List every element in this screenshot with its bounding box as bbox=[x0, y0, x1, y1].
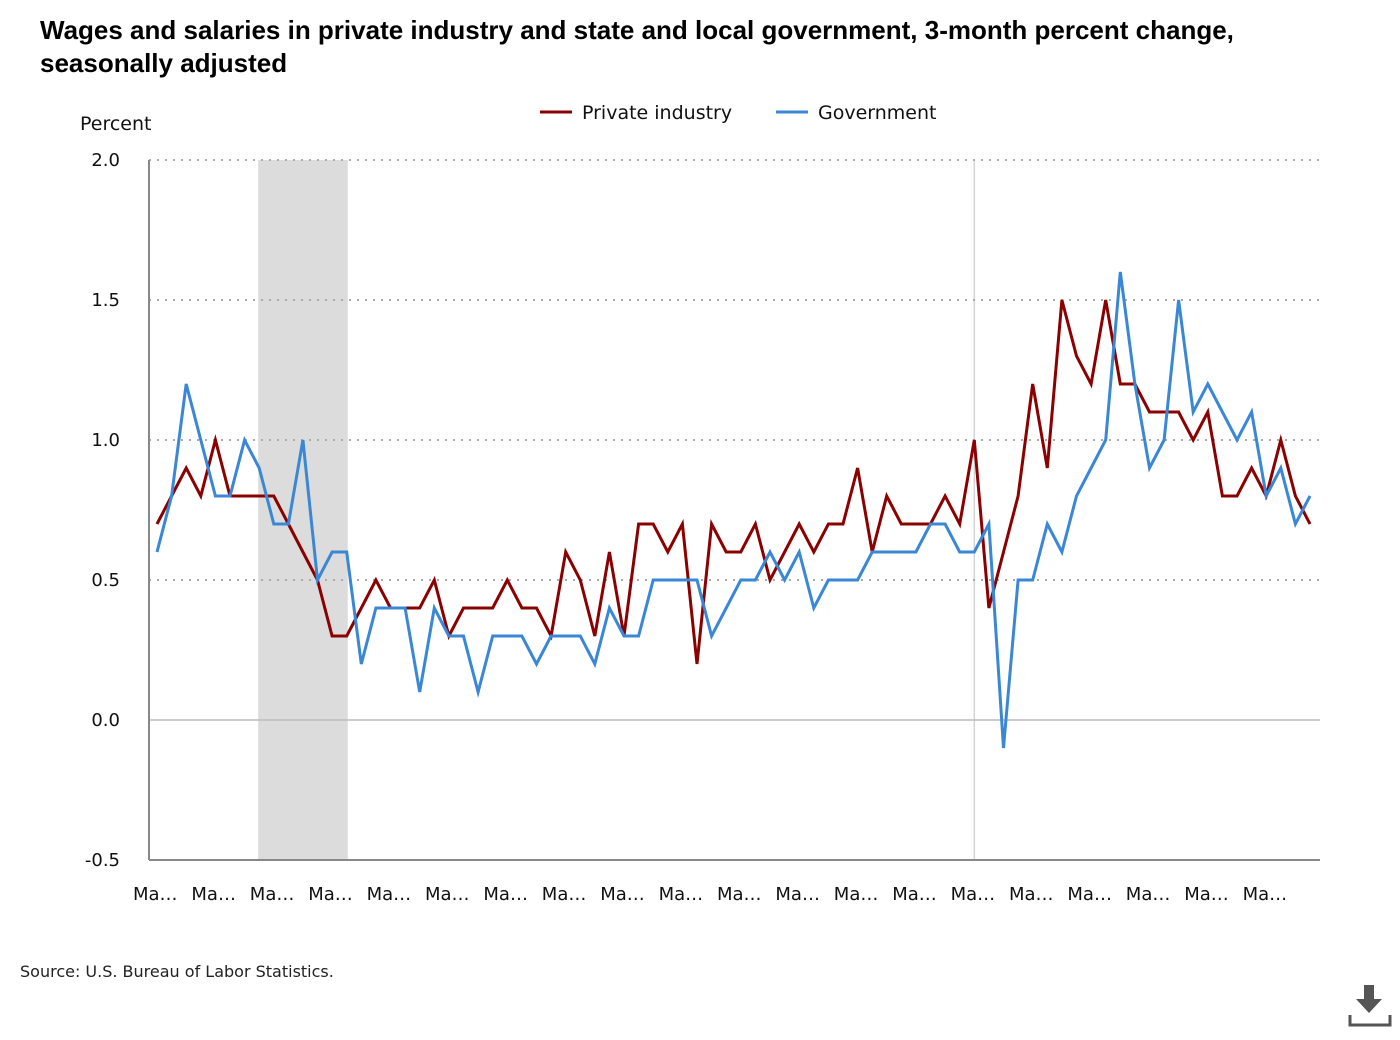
x-tick-label: Ma… bbox=[425, 884, 470, 905]
x-tick-label: Ma… bbox=[892, 884, 937, 905]
x-tick-label: Ma… bbox=[1184, 884, 1229, 905]
source-note: Source: U.S. Bureau of Labor Statistics. bbox=[20, 962, 334, 981]
legend-label: Government bbox=[818, 102, 937, 124]
y-axis-label: Percent bbox=[80, 113, 152, 135]
x-tick-label: Ma… bbox=[1243, 884, 1288, 905]
x-tick-label: Ma… bbox=[834, 884, 879, 905]
y-tick-label: 0.5 bbox=[91, 570, 120, 591]
x-tick-label: Ma… bbox=[542, 884, 587, 905]
x-tick-label: Ma… bbox=[367, 884, 412, 905]
x-tick-label: Ma… bbox=[1126, 884, 1171, 905]
legend-label: Private industry bbox=[582, 102, 732, 124]
y-tick-label: 0.0 bbox=[91, 710, 120, 731]
x-tick-label: Ma… bbox=[308, 884, 353, 905]
x-tick-label: Ma… bbox=[717, 884, 762, 905]
download-button[interactable] bbox=[1348, 985, 1392, 1033]
y-tick-label: 2.0 bbox=[91, 150, 120, 171]
x-tick-label: Ma… bbox=[951, 884, 996, 905]
x-tick-label: Ma… bbox=[250, 884, 295, 905]
x-tick-label: Ma… bbox=[600, 884, 645, 905]
x-tick-label: Ma… bbox=[1009, 884, 1054, 905]
series-line-private-industry bbox=[155, 299, 1312, 665]
x-tick-label: Ma… bbox=[775, 884, 820, 905]
series-line-government bbox=[155, 271, 1312, 749]
x-tick-label: Ma… bbox=[191, 884, 236, 905]
download-icon bbox=[1348, 985, 1392, 1027]
y-tick-label: -0.5 bbox=[85, 850, 120, 871]
recession-shading bbox=[258, 160, 348, 860]
y-tick-label: 1.5 bbox=[91, 290, 120, 311]
chart-title: Wages and salaries in private industry a… bbox=[40, 15, 1234, 78]
line-chart: 2.0 1.5 1.0 0.5 0.0 -0.5 Percent Ma… Ma… Ma… Ma… Ma… bbox=[80, 102, 1320, 905]
y-tick-label: 1.0 bbox=[91, 430, 120, 451]
x-tick-label: Ma… bbox=[483, 884, 528, 905]
x-tick-label: Ma… bbox=[133, 884, 178, 905]
x-tick-label: Ma… bbox=[659, 884, 704, 905]
x-tick-label: Ma… bbox=[1067, 884, 1112, 905]
